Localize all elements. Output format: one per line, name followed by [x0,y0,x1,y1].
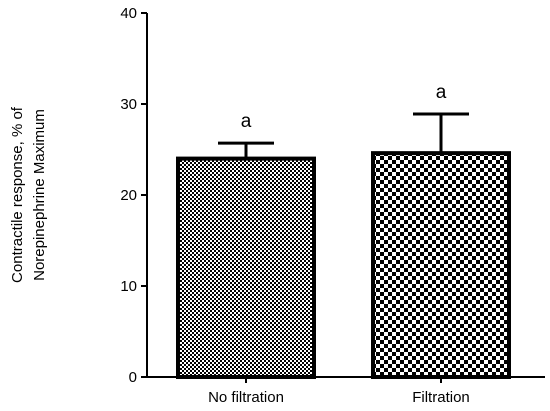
y-axis: 0 10 20 30 40 [120,5,148,386]
y-tick-label: 40 [120,5,137,22]
bar [371,151,511,379]
y-axis-label-line-2: Norepinephrine Maximum [31,109,48,281]
y-tick-label: 30 [120,96,137,113]
error-bars [218,112,469,159]
data-labels: aa [241,82,447,132]
y-tick-label: 0 [129,369,137,386]
data-label: a [436,82,447,103]
x-axis: No filtration Filtration [147,376,545,406]
y-tick-label: 20 [120,187,137,204]
y-tick-label: 10 [120,278,137,295]
bars [176,151,511,379]
bar [176,156,316,379]
y-axis-label-line-1: Contractile response, % of [9,106,26,283]
x-tick-label: Filtration [412,389,470,406]
x-tick-label: No filtration [208,389,284,406]
data-label: a [241,111,252,132]
